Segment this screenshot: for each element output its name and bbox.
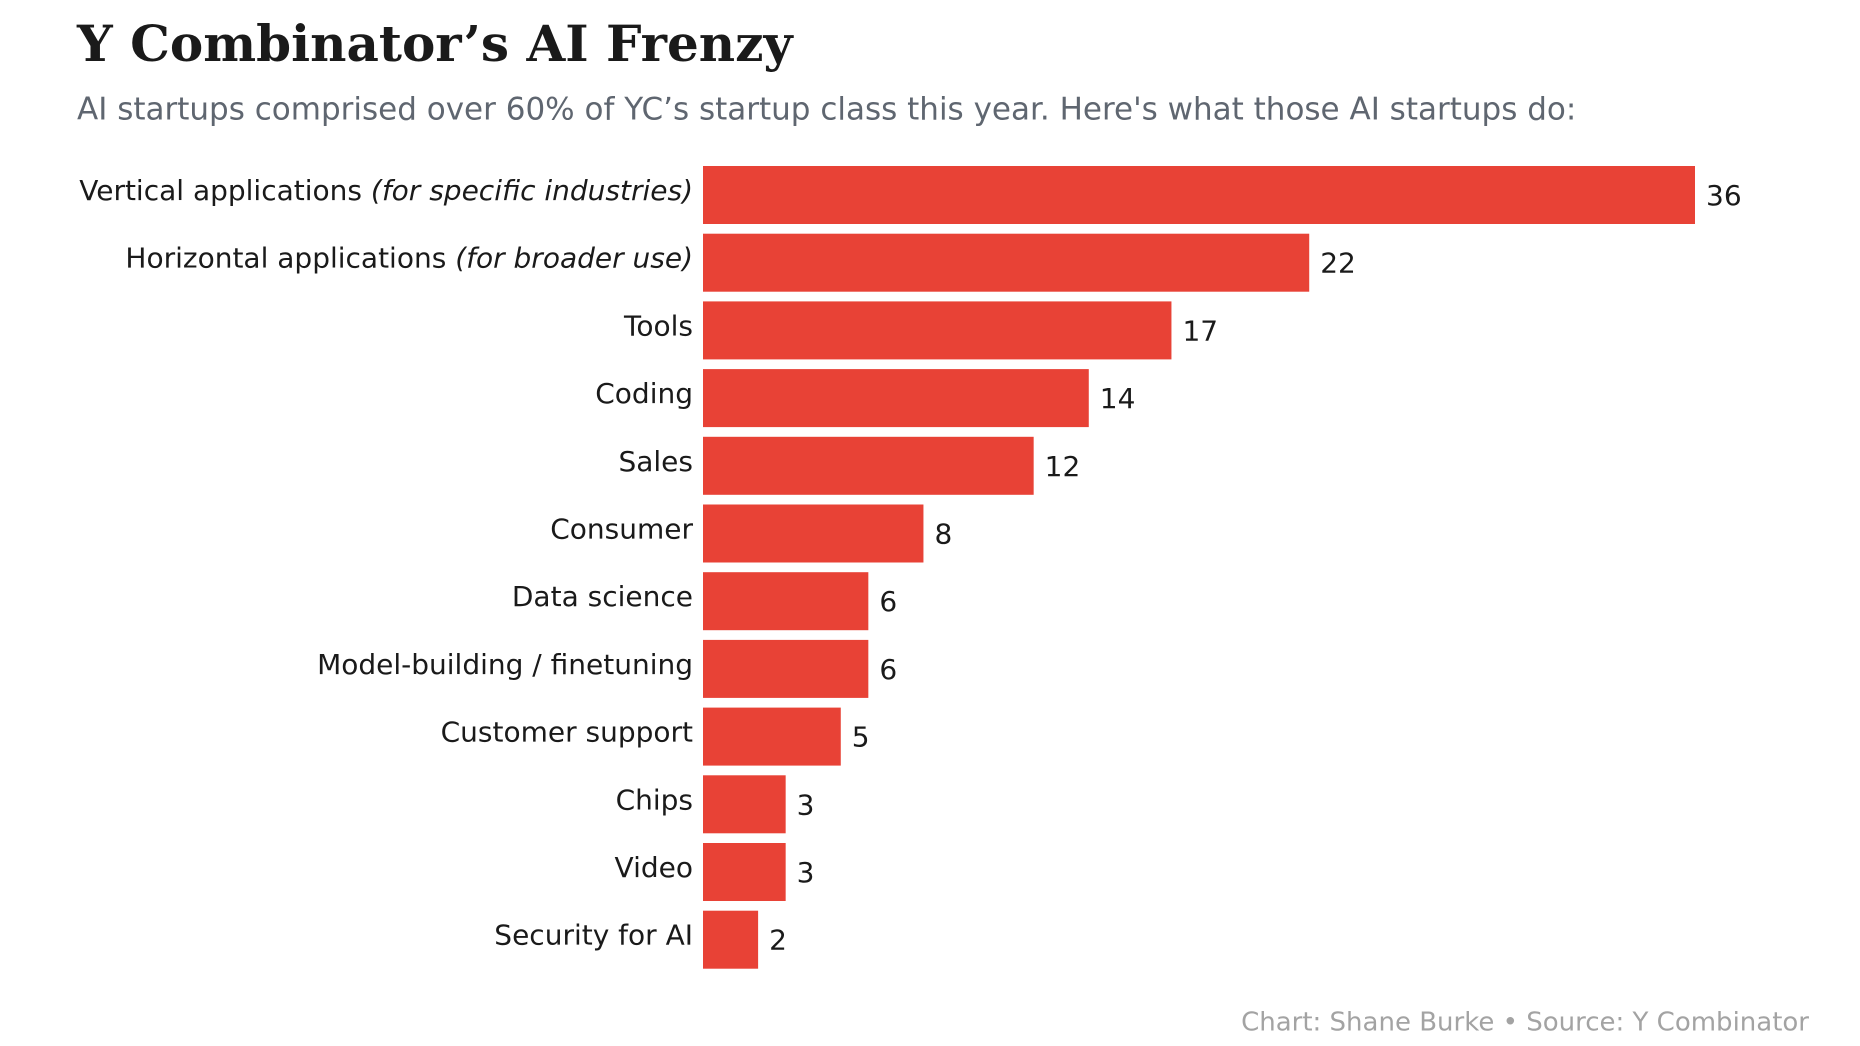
category-label: Data science (512, 580, 693, 613)
value-label: 14 (1100, 382, 1136, 415)
bar (703, 436, 1034, 495)
value-label: 17 (1182, 314, 1218, 347)
value-label: 8 (934, 518, 952, 551)
category-label: Coding (595, 377, 693, 410)
bar (703, 572, 869, 631)
category-label: Consumer (550, 513, 693, 546)
value-label: 22 (1320, 247, 1356, 280)
category-label: Chips (616, 783, 693, 816)
value-label: 6 (879, 585, 897, 618)
value-label: 12 (1045, 450, 1081, 483)
bar (703, 166, 1695, 224)
category-label: Sales (618, 445, 693, 478)
value-label: 2 (769, 924, 787, 957)
bar (703, 233, 1310, 292)
bar (703, 369, 1089, 428)
value-label: 36 (1706, 179, 1742, 212)
value-label: 5 (852, 721, 870, 754)
bar (703, 504, 924, 563)
category-label: Tools (623, 309, 693, 342)
bar (703, 775, 786, 834)
bar (703, 707, 841, 766)
bar (703, 301, 1172, 360)
bar (703, 843, 786, 901)
category-label: Model-building / finetuning (317, 648, 693, 681)
chart-subtitle: AI startups comprised over 60% of YC’s s… (77, 92, 1576, 128)
category-label: Video (615, 851, 693, 884)
value-label: 3 (797, 856, 815, 889)
value-label: 6 (879, 653, 897, 686)
bar (703, 639, 869, 698)
bar (703, 910, 759, 969)
category-label: Customer support (441, 716, 693, 749)
category-label: Vertical applications (for specific indu… (79, 174, 693, 207)
chart-title: Y Combinator’s AI Frenzy (76, 14, 795, 73)
category-label: Security for AI (494, 919, 693, 952)
category-label: Horizontal applications (for broader use… (125, 242, 693, 275)
source-note: Chart: Shane Burke • Source: Y Combinato… (1241, 1008, 1809, 1038)
value-label: 3 (797, 788, 815, 821)
